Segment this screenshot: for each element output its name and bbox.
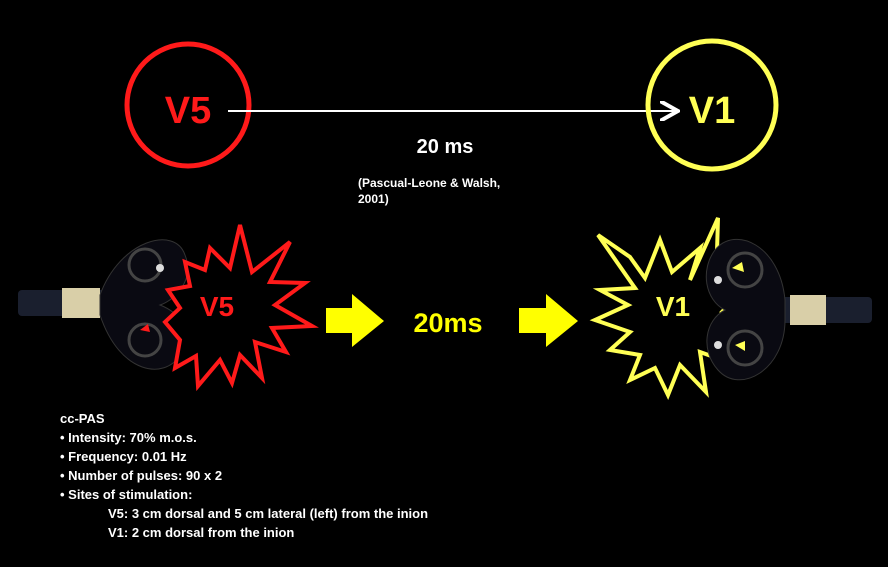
protocol-item: • Sites of stimulation:: [60, 487, 193, 502]
citation: (Pascual-Leone & Walsh, 2001): [358, 175, 528, 207]
source-label: V5: [165, 90, 211, 132]
protocol-item: • Number of pulses: 90 x 2: [60, 468, 223, 483]
citation-line-2: 2001): [358, 192, 389, 206]
target-label: V1: [689, 90, 735, 132]
protocol-item: • Intensity: 70% m.o.s.: [60, 430, 197, 445]
burst-target-label: V1: [656, 291, 690, 322]
source-circle: [124, 41, 252, 169]
arrow-right: [519, 294, 578, 347]
protocol-title: cc-PAS: [60, 411, 105, 426]
top-delay-label: 20 ms: [416, 136, 474, 158]
burst-source-label: V5: [200, 291, 234, 322]
bottom-delay-label: 20ms: [413, 308, 482, 338]
arrow-left: [326, 294, 384, 347]
citation-line-1: (Pascual-Leone & Walsh,: [358, 176, 501, 190]
tms-coil-right: [705, 239, 872, 381]
target-circle: [645, 38, 779, 172]
starburst-source: [162, 224, 319, 392]
site-v5: V5: 3 cm dorsal and 5 cm lateral (left) …: [108, 506, 429, 521]
protocol-details: cc-PAS • Intensity: 70% m.o.s. • Frequen…: [60, 409, 428, 542]
protocol-item: • Frequency: 0.01 Hz: [60, 449, 187, 464]
tms-coil-left: [18, 239, 189, 370]
site-v1: V1: 2 cm dorsal from the inion: [108, 525, 295, 540]
